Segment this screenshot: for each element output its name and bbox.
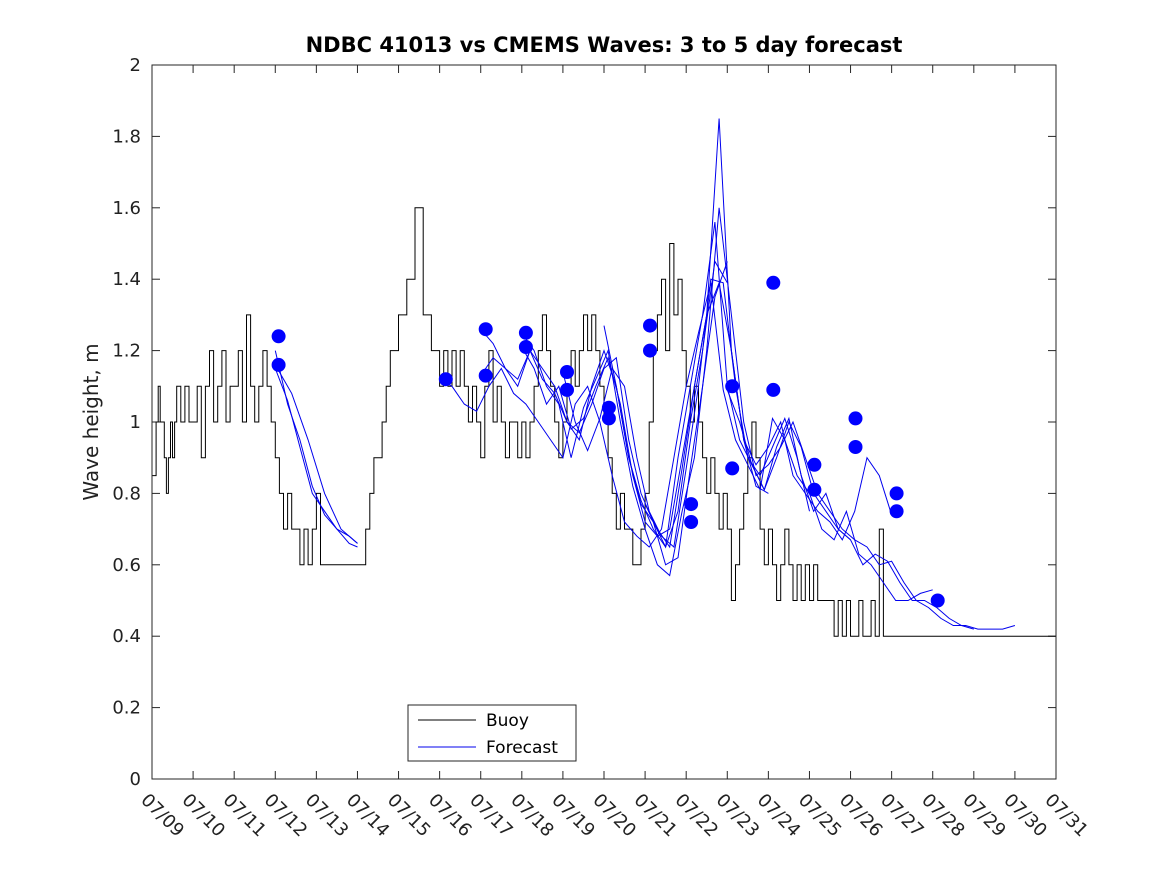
y-tick-label: 0.4 [112,626,141,647]
y-tick-label: 0 [130,769,141,790]
forecast-line-4 [439,367,687,548]
forecast-marker [889,504,904,519]
y-tick-label: 2 [130,55,141,76]
y-tick-label: 1.4 [112,269,141,290]
forecast-marker [807,482,822,497]
forecast-marker [518,340,533,354]
legend-forecast-label: Forecast [486,738,558,758]
forecast-marker [643,343,657,358]
chart-title: NDBC 41013 vs CMEMS Waves: 3 to 5 day fo… [306,33,903,57]
forecast-line-11 [644,280,893,549]
forecast-marker [807,457,822,472]
forecast-marker [725,379,740,394]
y-tick-label: 1 [130,412,141,433]
y-tick-label: 1.8 [112,126,141,147]
legend-buoy-label: Buoy [486,711,529,731]
forecast-marker [848,440,863,454]
forecast-marker [930,593,945,608]
y-axis-label: Wave height, m [79,343,103,500]
forecast-markers [271,275,945,608]
forecast-marker [725,461,740,476]
y-tick-label: 0.2 [112,698,141,719]
forecast-marker [766,382,781,397]
forecast-line-5 [480,259,728,549]
forecast-marker [438,372,453,387]
y-tick-label: 0.8 [112,483,141,504]
forecast-marker [766,275,781,290]
forecast-marker [889,486,904,501]
axes-box [151,64,1057,780]
y-tick-label: 0.6 [112,555,141,576]
forecast-marker [601,411,616,426]
legend: Buoy Forecast [407,704,577,762]
forecast-line-6 [480,261,728,566]
forecast-marker [478,322,493,337]
forecast-marker [271,357,286,372]
y-axis-ticks: 0 0.2 0.4 0.6 0.8 1 1.2 1.4 1.6 1.8 2 [112,55,1056,790]
forecast-marker [518,325,533,340]
forecast-line-9 [562,278,810,548]
forecast-marker [560,365,574,379]
forecast-marker [478,368,493,383]
forecast-series [274,118,1016,630]
forecast-line-3 [274,364,358,544]
y-tick-label: 1.6 [112,198,141,219]
forecast-marker [560,382,574,397]
forecast-marker [684,515,699,529]
forecast-marker [848,411,863,426]
forecast-marker [643,318,657,333]
y-tick-label: 1.2 [112,341,141,362]
legend-box [407,704,577,762]
forecast-marker [684,497,699,512]
forecast-marker [271,329,286,344]
forecast-line-8 [521,118,769,537]
